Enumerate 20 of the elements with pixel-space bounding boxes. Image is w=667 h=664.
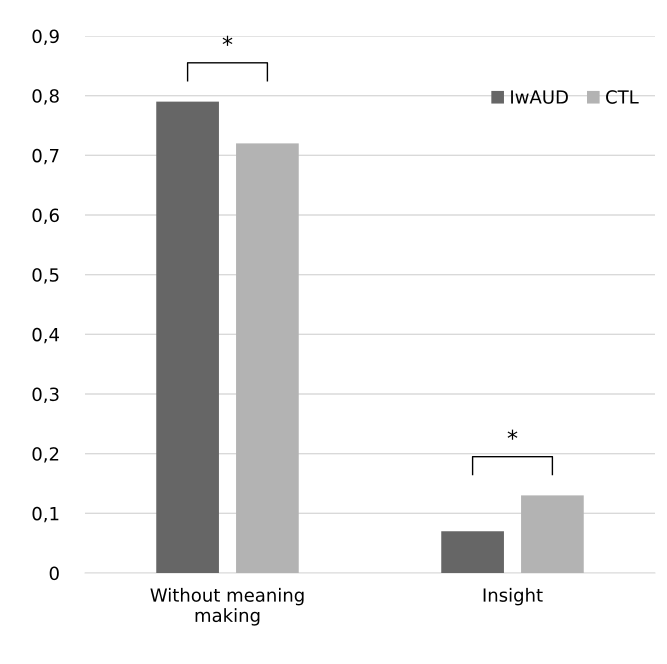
bar: [236, 143, 299, 573]
y-tick-label: 0,8: [32, 89, 59, 105]
y-tick-label: 0,3: [32, 387, 59, 403]
y-tick-label: 0,1: [32, 506, 58, 522]
annotation: *: [222, 36, 232, 46]
legend-label: CTL: [606, 90, 639, 104]
x-tick-label: Without meaning making: [150, 588, 304, 626]
y-tick-label: 0,9: [32, 29, 59, 45]
legend-label: IwAUD: [511, 90, 568, 104]
y-tick-label: 0: [50, 566, 59, 580]
y-tick-label: 0,7: [32, 148, 58, 164]
bar: [156, 102, 219, 573]
y-tick-label: 0,2: [32, 447, 58, 463]
y-tick-label: 0,5: [32, 268, 58, 284]
y-tick-label: 0,6: [32, 208, 59, 224]
y-tick-label: 0,4: [32, 328, 59, 344]
annotation: *: [508, 430, 518, 440]
bar: [441, 531, 504, 573]
bar: [521, 495, 584, 573]
x-tick-label: Insight: [484, 588, 543, 606]
